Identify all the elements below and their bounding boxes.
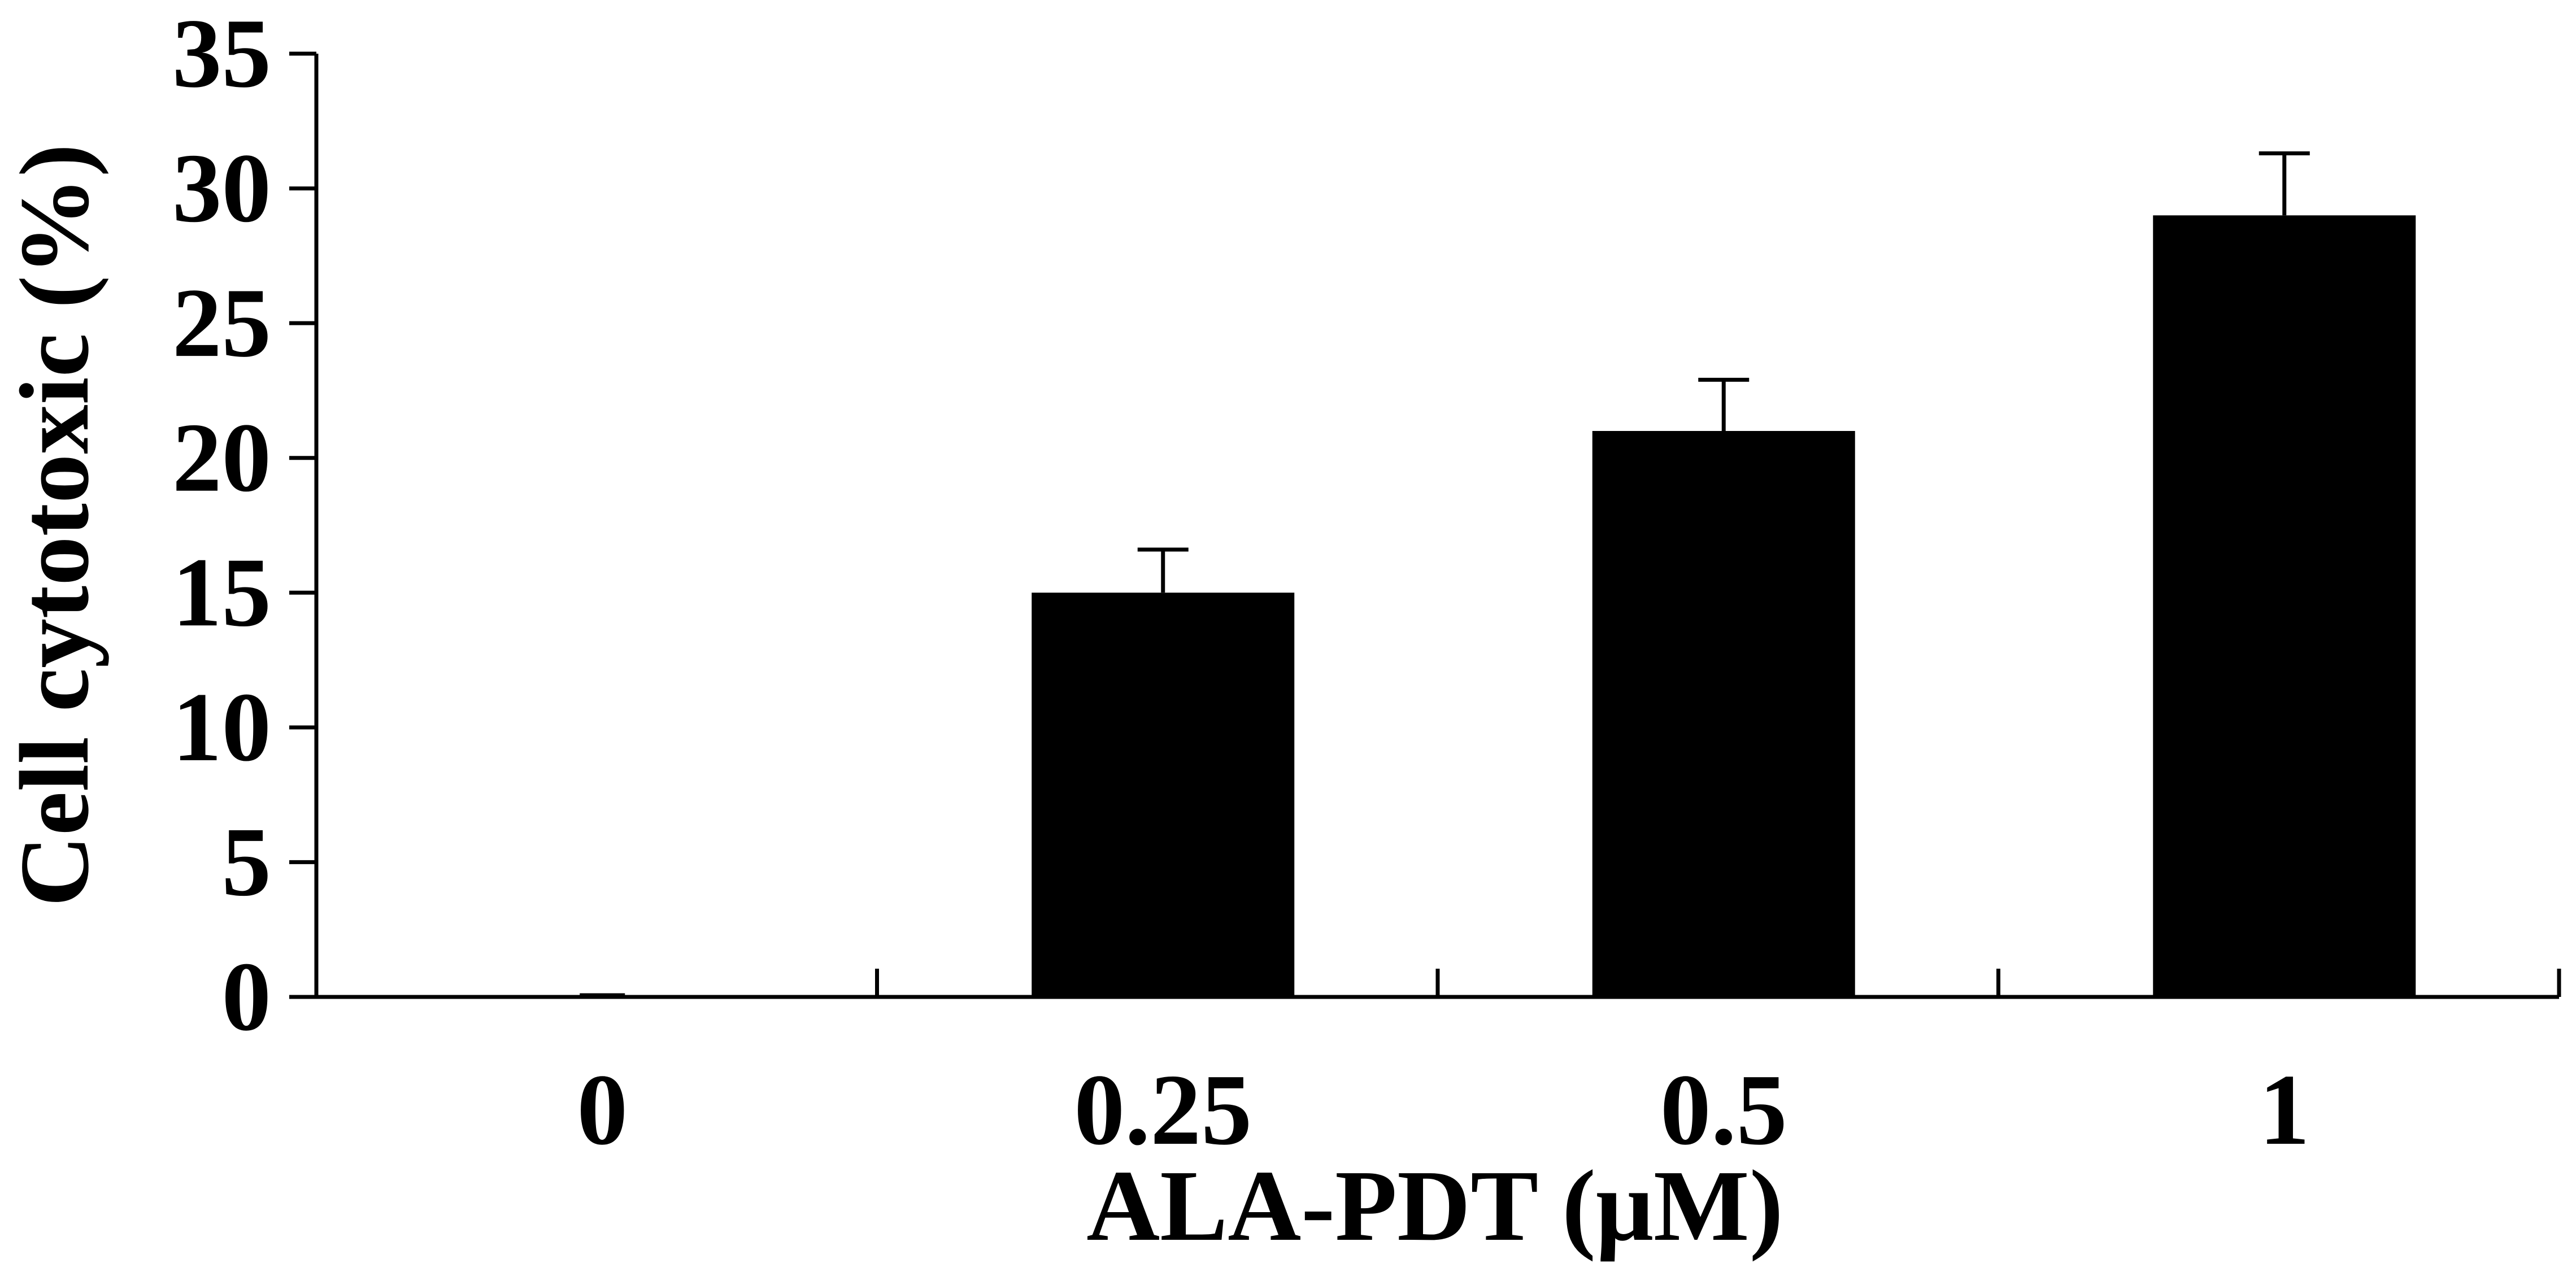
y-tick-label: 15 [172, 537, 271, 647]
x-tick-label: 0 [577, 1053, 628, 1166]
bar [1032, 593, 1295, 997]
x-tick-label: 1 [2259, 1053, 2310, 1166]
y-tick-label: 35 [172, 0, 271, 108]
x-axis-label: ALA-PDT (μM) [1086, 1149, 1783, 1262]
y-tick-label: 30 [172, 133, 271, 243]
y-tick-label: 20 [172, 403, 271, 512]
x-tick-label: 0.5 [1660, 1053, 1787, 1166]
y-tick-label: 10 [172, 672, 271, 782]
bar [1592, 431, 1855, 997]
y-tick-label: 5 [222, 807, 272, 916]
tick-labels: 0 5 10 15 20 25 30 35 0 0.25 0.5 1 [172, 0, 2310, 1166]
bars [580, 151, 2416, 997]
y-axis-label: Cell cytotoxic (%) [0, 144, 109, 907]
x-tick-label: 0.25 [1074, 1053, 1252, 1166]
y-tick-label: 25 [172, 268, 271, 377]
bar [2153, 215, 2416, 997]
y-tick-label: 0 [222, 942, 272, 1051]
